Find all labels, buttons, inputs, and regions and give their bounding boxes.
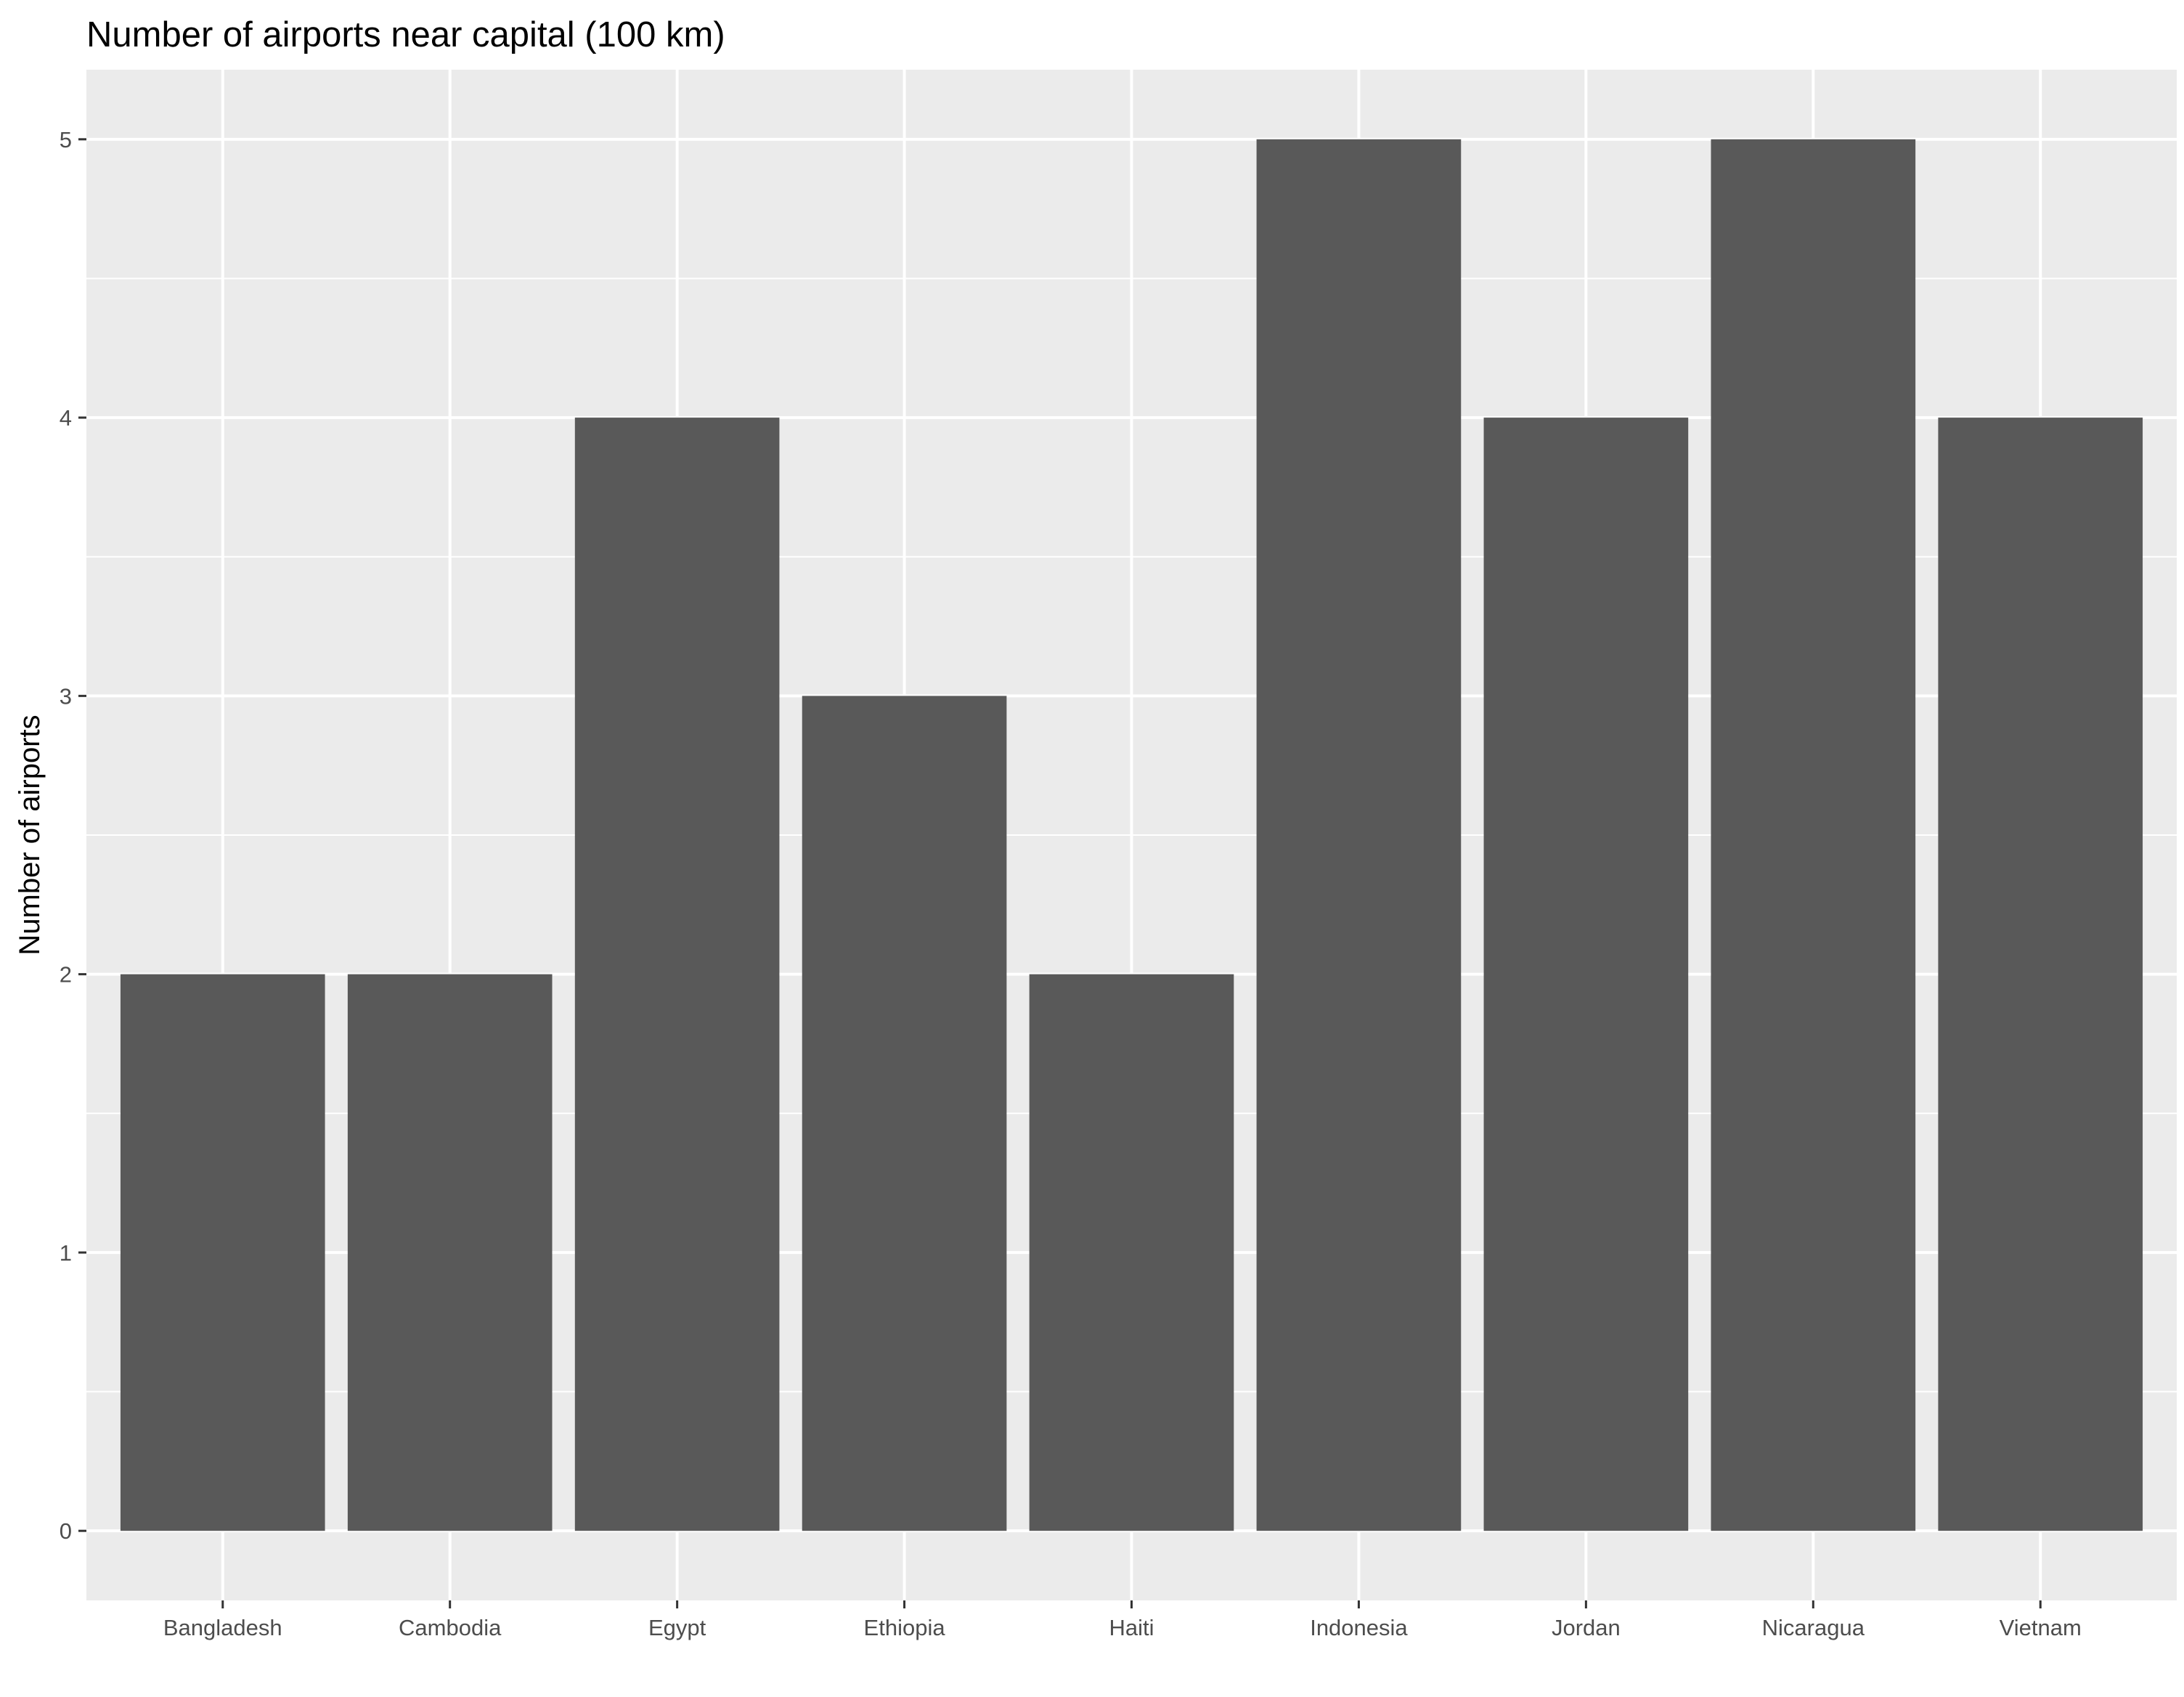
y-axis: 0 1 2 3 4 5 (60, 127, 86, 1544)
y-tick-label: 1 (60, 1240, 72, 1266)
chart-title: Number of airports near capital (100 km) (86, 15, 725, 54)
bar-ethiopia (802, 696, 1007, 1531)
bar-cambodia (347, 974, 553, 1531)
y-tick-label: 5 (60, 127, 72, 152)
x-axis: Bangladesh Cambodia Egypt Ethiopia Haiti Indo… (163, 1600, 2082, 1640)
bar-indonesia (1256, 139, 1462, 1531)
x-tick-label: Ethiopia (864, 1615, 946, 1640)
x-tick-label: Bangladesh (163, 1615, 282, 1640)
y-tick-label: 3 (60, 683, 72, 709)
y-tick-label: 4 (60, 405, 72, 431)
bar-vietnam (1938, 418, 2143, 1531)
x-tick-label: Cambodia (399, 1615, 502, 1640)
y-axis-title: Number of airports (14, 715, 46, 955)
bar-jordan (1483, 418, 1689, 1531)
x-tick-label: Jordan (1552, 1615, 1621, 1640)
bars (120, 139, 2143, 1531)
bar-egypt (574, 418, 780, 1531)
bar-haiti (1029, 974, 1234, 1531)
bar-nicaragua (1711, 139, 1916, 1531)
x-tick-label: Nicaragua (1762, 1615, 1865, 1640)
x-tick-label: Vietnam (2000, 1615, 2082, 1640)
x-tick-label: Indonesia (1310, 1615, 1408, 1640)
y-tick-label: 2 (60, 962, 72, 988)
x-tick-label: Egypt (648, 1615, 706, 1640)
bar-bangladesh (120, 974, 325, 1531)
y-tick-label: 0 (60, 1518, 72, 1544)
x-tick-label: Haiti (1109, 1615, 1154, 1640)
